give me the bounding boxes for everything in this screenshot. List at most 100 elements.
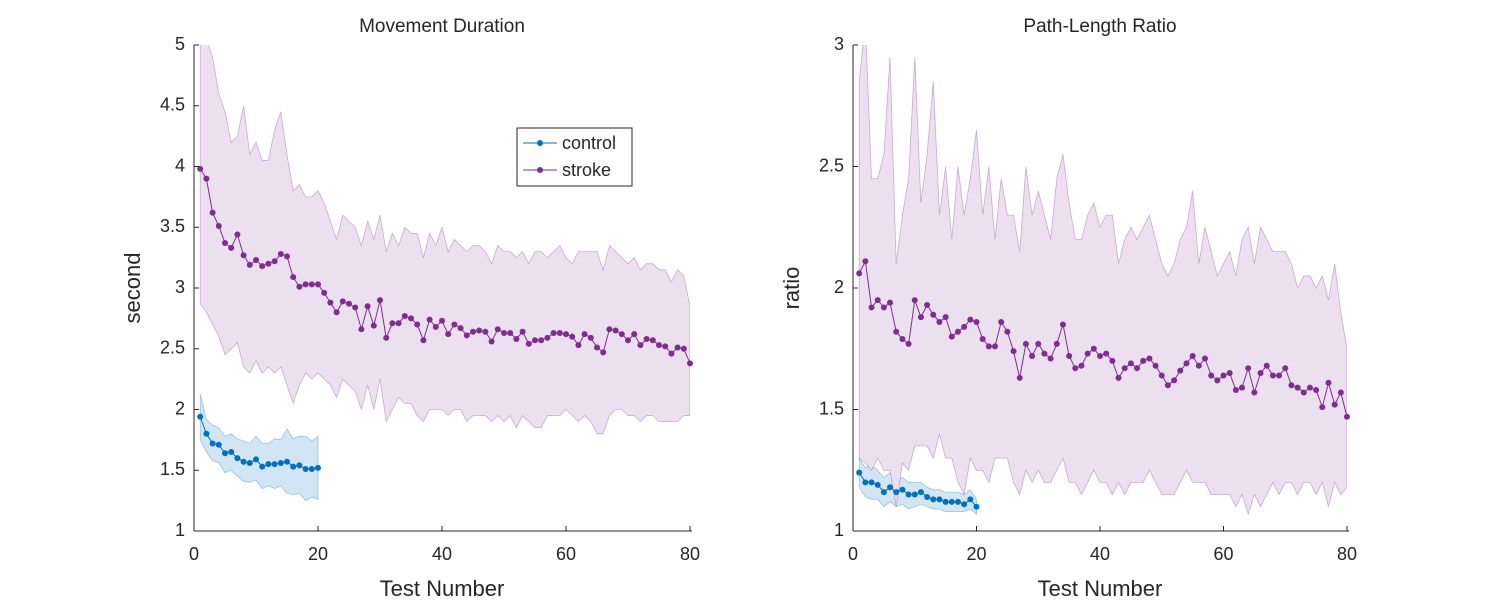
y-tick-label: 3: [834, 34, 844, 54]
data-point: [887, 299, 894, 306]
y-tick-label: 1: [175, 520, 185, 540]
data-point: [625, 337, 631, 344]
data-point: [333, 309, 340, 316]
data-point: [215, 441, 222, 448]
data-point: [1127, 360, 1134, 367]
x-tick-label: 0: [848, 544, 858, 564]
data-point: [519, 328, 526, 335]
data-point: [277, 459, 284, 466]
data-point: [556, 329, 563, 336]
x-tick-label: 20: [308, 544, 328, 564]
data-point: [209, 209, 216, 216]
y-axis-label: ratio: [779, 267, 804, 310]
legend-marker: [537, 167, 543, 173]
data-point: [924, 302, 931, 309]
data-point: [259, 463, 266, 470]
x-axis-label: Test Number: [380, 576, 505, 601]
data-point: [284, 458, 290, 465]
data-point: [606, 326, 613, 333]
y-tick-label: 2: [834, 277, 844, 297]
data-point: [1066, 353, 1073, 360]
data-point: [1059, 321, 1066, 328]
data-point: [246, 459, 253, 466]
data-point: [315, 464, 321, 471]
data-point: [203, 175, 210, 182]
data-point: [197, 413, 204, 420]
data-point: [1158, 372, 1165, 379]
data-point: [259, 263, 266, 270]
data-point: [911, 491, 918, 498]
data-point: [887, 484, 894, 491]
data-point: [1183, 360, 1190, 367]
data-point: [1189, 353, 1196, 360]
legend-label: stroke: [562, 160, 611, 180]
data-point: [874, 481, 881, 488]
data-point: [917, 314, 924, 321]
data-point: [439, 317, 445, 324]
data-point: [426, 316, 433, 323]
data-point: [899, 336, 906, 343]
data-point: [917, 489, 924, 496]
data-point: [880, 489, 887, 496]
data-point: [246, 261, 253, 268]
data-point: [911, 297, 918, 304]
data-point: [1109, 357, 1116, 364]
data-point: [1276, 372, 1283, 379]
data-point: [240, 252, 247, 259]
legend-box: [516, 127, 633, 187]
data-point: [470, 328, 476, 335]
data-point: [985, 343, 992, 350]
data-point: [600, 349, 607, 356]
y-tick-label: 5: [175, 34, 185, 54]
data-point: [420, 337, 427, 344]
data-point: [525, 340, 532, 347]
data-point: [1220, 372, 1227, 379]
data-point: [1269, 372, 1276, 379]
data-point: [967, 496, 974, 503]
data-point: [992, 343, 999, 350]
data-point: [494, 326, 501, 333]
data-point: [954, 328, 961, 335]
data-point: [961, 323, 968, 330]
data-point: [488, 338, 495, 345]
data-point: [476, 327, 483, 334]
y-tick-label: 1: [834, 520, 844, 540]
data-point: [936, 496, 943, 503]
x-tick-label: 60: [1213, 544, 1233, 564]
data-point: [1134, 365, 1141, 372]
data-point: [1029, 353, 1036, 360]
data-point: [893, 489, 900, 496]
data-point: [998, 319, 1005, 326]
data-point: [905, 491, 912, 498]
data-point: [868, 304, 875, 311]
data-point: [253, 456, 259, 463]
data-point: [308, 281, 315, 288]
data-point: [942, 498, 949, 505]
data-point: [687, 360, 693, 367]
data-point: [222, 240, 228, 247]
data-point: [209, 440, 216, 447]
data-point: [327, 299, 334, 306]
data-point: [674, 344, 681, 351]
legend: control stroke: [516, 127, 633, 187]
data-point: [643, 336, 650, 343]
data-point: [948, 498, 955, 505]
x-tick-label: 0: [189, 544, 199, 564]
data-point: [973, 503, 980, 510]
data-point: [948, 333, 955, 340]
data-point: [445, 331, 452, 338]
data-point: [899, 486, 906, 493]
data-point: [302, 281, 309, 288]
data-point: [501, 329, 507, 336]
data-point: [339, 298, 346, 305]
data-point: [370, 322, 377, 329]
data-point: [1331, 401, 1338, 408]
data-point: [544, 334, 551, 341]
data-point: [1325, 379, 1332, 386]
data-point: [649, 337, 656, 344]
data-point: [315, 281, 321, 288]
data-point: [532, 337, 538, 344]
data-point: [1251, 389, 1258, 396]
data-point: [1121, 365, 1128, 372]
